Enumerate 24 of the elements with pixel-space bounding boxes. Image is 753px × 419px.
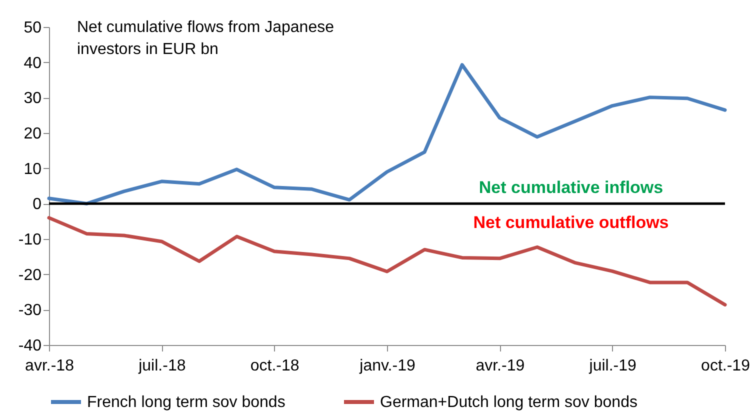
y-tick-label: -20 bbox=[18, 266, 42, 284]
y-tick-label: 40 bbox=[24, 54, 42, 72]
x-tick-label: avr.-18 bbox=[25, 358, 74, 374]
x-tick-label: oct.-18 bbox=[250, 358, 300, 374]
annotation: Net cumulative inflows bbox=[478, 178, 664, 197]
y-tick-label: -30 bbox=[18, 302, 42, 320]
line-series bbox=[47, 63, 727, 206]
x-tick-label: juil.-18 bbox=[138, 358, 186, 374]
y-tick-label: 0 bbox=[32, 196, 42, 214]
x-tick-label: juil.-19 bbox=[588, 358, 636, 374]
legend-label: French long term sov bonds bbox=[87, 394, 286, 411]
x-tick-label: janv.-19 bbox=[358, 358, 416, 374]
y-tick-label: 50 bbox=[24, 20, 42, 36]
y-tick-label: -40 bbox=[18, 338, 42, 354]
y-tick-label: -10 bbox=[18, 232, 42, 248]
line-series bbox=[47, 216, 727, 306]
legend-label: German+Dutch long term sov bonds bbox=[380, 394, 638, 411]
chart-title: Net cumulative flows from Japanese investors in EUR bn bbox=[77, 19, 334, 58]
y-tick-label: 20 bbox=[24, 126, 42, 142]
annotation: Net cumulative outflows bbox=[473, 213, 669, 232]
y-tick-label: 30 bbox=[24, 90, 42, 108]
x-tick-label: avr.-19 bbox=[476, 358, 525, 374]
y-tick-label: 10 bbox=[24, 160, 42, 178]
x-tick-label: oct.-19 bbox=[701, 358, 750, 374]
